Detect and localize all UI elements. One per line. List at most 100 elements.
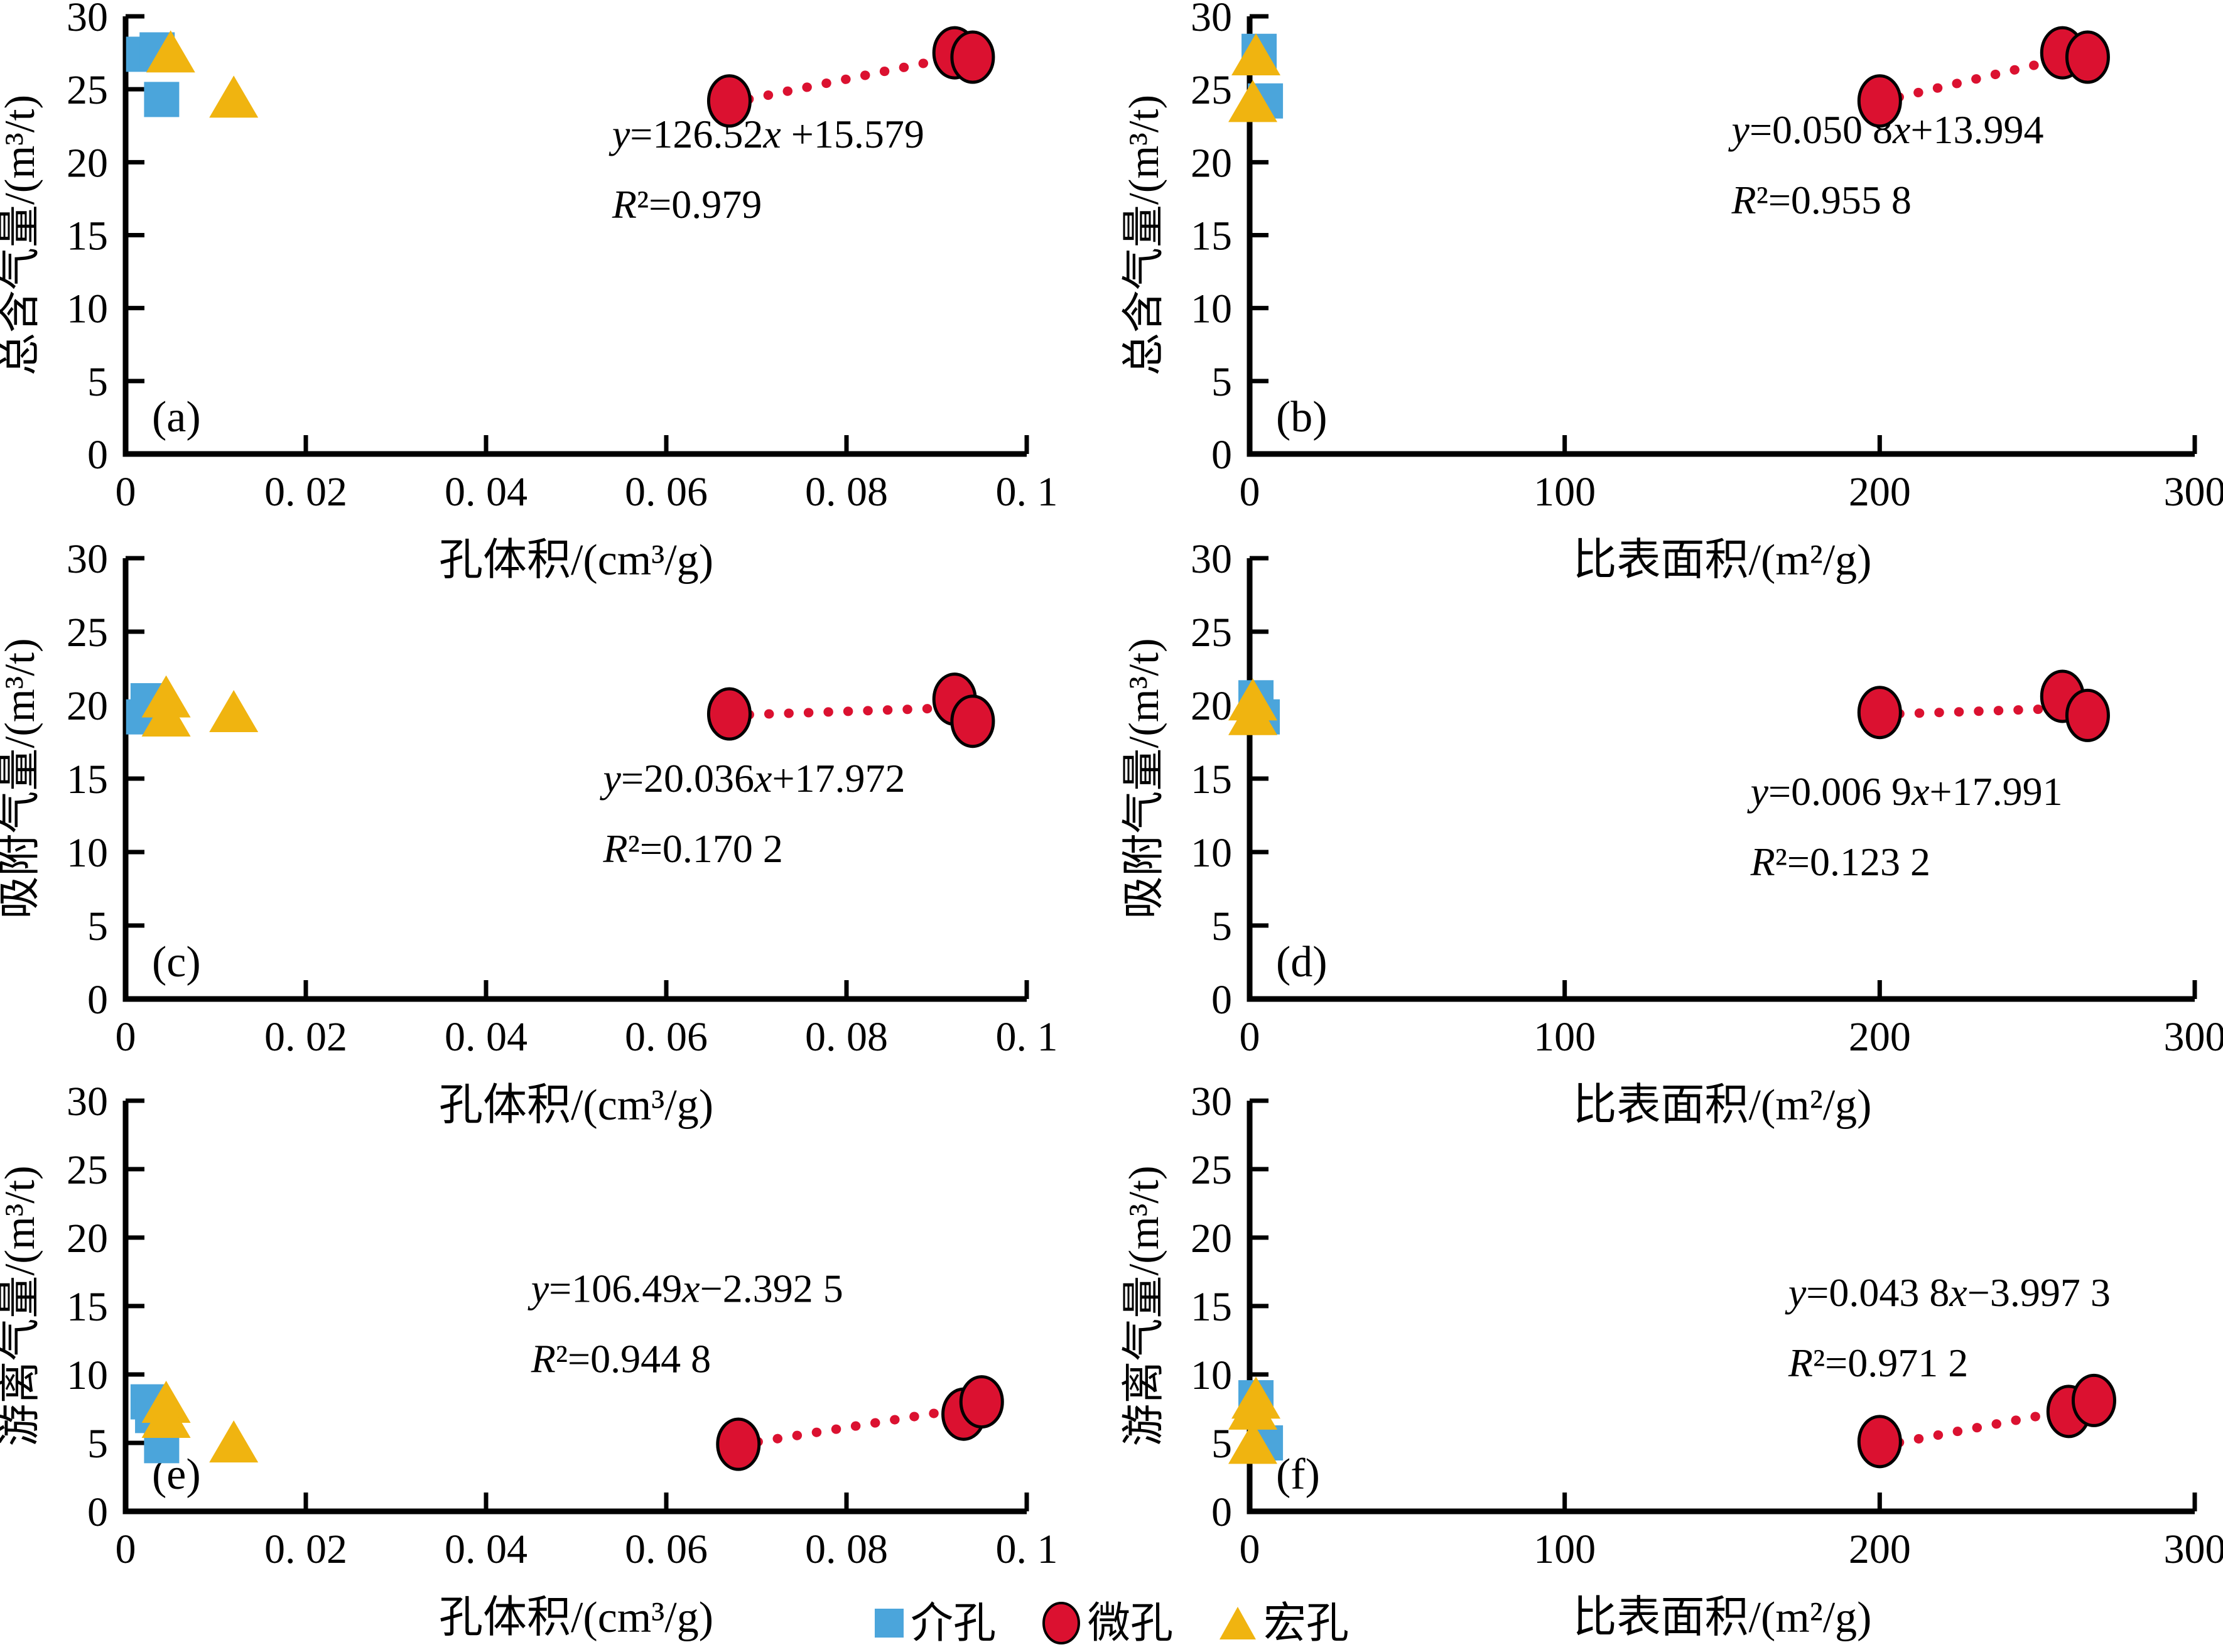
r-squared: R²=0.123 2 xyxy=(1750,839,1930,884)
y-tick-label: 25 xyxy=(67,67,108,113)
legend-item-mesopore: 介孔 xyxy=(874,1602,996,1644)
y-tick-label: 30 xyxy=(67,536,108,582)
y-tick-label: 20 xyxy=(1191,1216,1232,1261)
y-tick-label: 5 xyxy=(87,904,108,949)
y-tick-label: 20 xyxy=(67,683,108,729)
y-tick-label: 15 xyxy=(1191,1284,1232,1330)
regression-equation: y=0.006 9x+17.991 xyxy=(1747,769,2063,814)
y-tick-label: 10 xyxy=(1191,1352,1232,1398)
y-axis-title: 吸附气量/(m³/t) xyxy=(1120,638,1167,919)
data-point-circle xyxy=(952,32,993,82)
y-tick-label: 0 xyxy=(87,432,108,478)
panel-tag: (b) xyxy=(1276,393,1328,441)
data-point-circle xyxy=(961,1377,1002,1427)
panel-tag: (c) xyxy=(152,938,201,986)
data-point-square xyxy=(144,82,179,117)
y-tick-label: 10 xyxy=(67,830,108,876)
x-tick-label: 0 xyxy=(1240,469,1260,515)
y-tick-label: 0 xyxy=(1211,1489,1232,1535)
series-微孔 xyxy=(1859,671,2108,740)
r-squared: R²=0.955 8 xyxy=(1731,178,1912,222)
x-tick-label: 0. 06 xyxy=(625,469,708,515)
y-axis-title: 总含气量/(m³/t) xyxy=(0,95,43,375)
y-axis-title: 游离气量/(m³/t) xyxy=(1120,1165,1167,1446)
x-tick-label: 0. 02 xyxy=(264,469,347,515)
x-tick-label: 0. 1 xyxy=(996,1526,1058,1572)
x-axis-title: 孔体积/(cm³/g) xyxy=(439,1081,713,1130)
x-tick-label: 0. 04 xyxy=(445,469,527,515)
y-tick-label: 0 xyxy=(1211,977,1232,1023)
x-tick-label: 0 xyxy=(1240,1014,1260,1060)
series-微孔 xyxy=(718,1377,1002,1470)
x-tick-label: 200 xyxy=(1849,1014,1911,1060)
y-tick-label: 20 xyxy=(1191,683,1232,729)
regression-equation: y=126.52x +15.579 xyxy=(608,112,924,156)
data-point-circle xyxy=(708,76,750,126)
x-tick-label: 200 xyxy=(1849,1526,1911,1572)
y-tick-label: 25 xyxy=(67,610,108,656)
panel-tag: (a) xyxy=(152,393,201,441)
y-tick-label: 30 xyxy=(67,1079,108,1125)
data-point-circle xyxy=(1859,76,1900,126)
y-tick-label: 25 xyxy=(1191,610,1232,656)
y-tick-label: 25 xyxy=(1191,67,1232,113)
r-squared: R²=0.971 2 xyxy=(1788,1341,1968,1385)
x-tick-label: 0 xyxy=(1240,1526,1260,1572)
regression-equation: y=106.49x−2.392 5 xyxy=(527,1266,843,1310)
y-axis-title: 吸附气量/(m³/t) xyxy=(0,638,43,919)
x-axis-title: 比表面积/(m²/g) xyxy=(1573,1594,1872,1642)
x-tick-label: 0 xyxy=(116,1526,136,1572)
data-point-circle xyxy=(1859,688,1900,738)
circle-marker-icon xyxy=(1041,1601,1081,1645)
y-axis-title: 游离气量/(m³/t) xyxy=(0,1165,43,1446)
x-tick-label: 0. 06 xyxy=(625,1526,708,1572)
x-tick-label: 0. 08 xyxy=(805,1526,888,1572)
data-point-triangle xyxy=(209,690,258,732)
data-point-triangle xyxy=(209,1420,258,1462)
regression-equation: y=20.036x+17.972 xyxy=(600,756,906,801)
x-tick-label: 0. 06 xyxy=(625,1014,708,1060)
x-axis-title: 孔体积/(cm³/g) xyxy=(439,1594,713,1642)
y-tick-label: 15 xyxy=(1191,757,1232,802)
x-tick-label: 200 xyxy=(1849,469,1911,515)
y-tick-label: 30 xyxy=(67,0,108,40)
y-tick-label: 5 xyxy=(1211,904,1232,949)
y-tick-label: 30 xyxy=(1191,0,1232,40)
y-tick-label: 10 xyxy=(1191,286,1232,332)
x-tick-label: 300 xyxy=(2164,1014,2223,1060)
x-tick-label: 0. 08 xyxy=(805,469,888,515)
x-tick-label: 0. 1 xyxy=(996,1014,1058,1060)
data-point-circle xyxy=(2067,690,2108,740)
legend-label-micropore: 微孔 xyxy=(1088,1602,1173,1644)
regression-equation: y=0.043 8x−3.997 3 xyxy=(1785,1270,2111,1315)
axis-lines xyxy=(1250,16,2195,454)
square-marker-icon xyxy=(874,1608,904,1638)
y-tick-label: 25 xyxy=(67,1147,108,1193)
data-point-circle xyxy=(2073,1375,2114,1425)
x-tick-label: 100 xyxy=(1533,1526,1596,1572)
y-tick-label: 5 xyxy=(87,1421,108,1467)
series-微孔 xyxy=(1859,1375,2114,1466)
axis-lines xyxy=(126,16,1027,454)
y-tick-label: 20 xyxy=(1191,140,1232,186)
y-tick-label: 0 xyxy=(87,1489,108,1535)
x-tick-label: 0. 02 xyxy=(264,1014,347,1060)
legend-label-macropore: 宏孔 xyxy=(1263,1602,1349,1644)
triangle-marker-icon xyxy=(1218,1606,1257,1641)
x-tick-label: 0. 1 xyxy=(996,469,1058,515)
y-tick-label: 10 xyxy=(67,286,108,332)
y-tick-label: 5 xyxy=(1211,1421,1232,1467)
x-tick-label: 100 xyxy=(1533,469,1596,515)
data-point-circle xyxy=(708,689,750,739)
x-tick-label: 300 xyxy=(2164,469,2223,515)
y-tick-label: 20 xyxy=(67,1216,108,1261)
panel-tag: (d) xyxy=(1276,938,1328,986)
y-tick-label: 10 xyxy=(1191,830,1232,876)
x-tick-label: 0. 04 xyxy=(445,1014,527,1060)
y-axis-title: 总含气量/(m³/t) xyxy=(1120,95,1167,375)
